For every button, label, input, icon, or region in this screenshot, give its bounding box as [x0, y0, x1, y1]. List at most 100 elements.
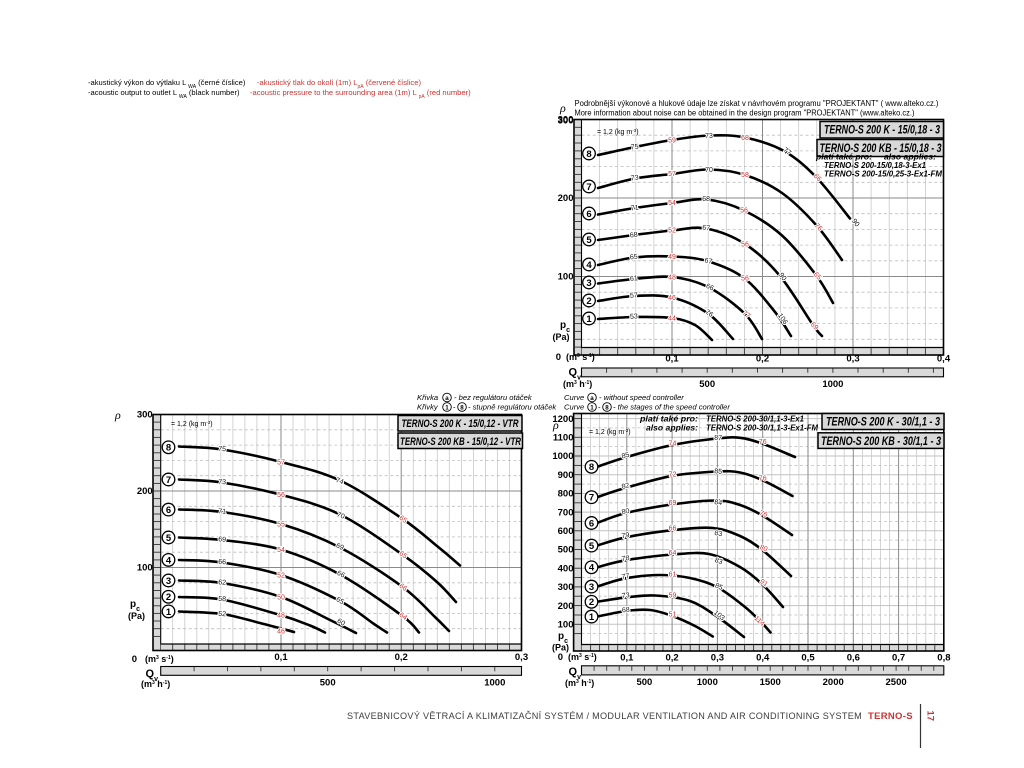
- svg-text:73: 73: [622, 592, 631, 600]
- svg-text:0,3: 0,3: [515, 652, 528, 663]
- svg-text:2500: 2500: [886, 677, 907, 688]
- svg-text:77: 77: [621, 573, 630, 581]
- svg-text:TERNO-S 200-15/0,18-3-Ex1: TERNO-S 200-15/0,18-3-Ex1: [824, 160, 926, 170]
- svg-text:a: a: [445, 395, 449, 402]
- svg-text:56: 56: [741, 276, 749, 283]
- svg-text:800: 800: [558, 489, 574, 500]
- svg-text:Curve: Curve: [564, 393, 584, 402]
- svg-text:76: 76: [759, 476, 767, 483]
- svg-text:pc: pc: [130, 599, 140, 613]
- svg-text:57: 57: [277, 460, 285, 467]
- svg-text:48: 48: [668, 275, 676, 282]
- svg-text:Křivky: Křivky: [417, 403, 439, 412]
- svg-text:TERNO-S 200 K - 15/0,18 - 3: TERNO-S 200 K - 15/0,18 - 3: [824, 125, 940, 137]
- svg-text:53: 53: [630, 313, 638, 320]
- svg-text:- without speed controller: - without speed controller: [599, 393, 684, 402]
- svg-text:51: 51: [669, 612, 677, 619]
- svg-text:also applies:: also applies:: [646, 423, 698, 433]
- svg-text:2000: 2000: [823, 677, 844, 688]
- svg-text:0,1: 0,1: [665, 353, 679, 364]
- svg-text:= 1,2 (kg m-3): = 1,2 (kg m-3): [589, 428, 631, 437]
- svg-text:71: 71: [630, 204, 639, 212]
- svg-text:54: 54: [277, 547, 285, 554]
- svg-text:(Pa): (Pa): [128, 611, 145, 621]
- svg-text:500: 500: [636, 677, 652, 688]
- svg-text:76: 76: [758, 510, 768, 519]
- svg-text:600: 600: [558, 526, 574, 537]
- svg-text:Curve: Curve: [564, 403, 584, 412]
- svg-text:54: 54: [668, 200, 676, 207]
- svg-text:8: 8: [586, 149, 591, 160]
- svg-text:TERNO-S 200 KB - 15/0,12 - VTR: TERNO-S 200 KB - 15/0,12 - VTR: [400, 436, 521, 448]
- svg-text:4: 4: [166, 555, 172, 566]
- svg-text:700: 700: [558, 507, 574, 518]
- svg-text:0: 0: [558, 652, 563, 663]
- svg-text:platí také pro:: platí také pro:: [639, 414, 698, 424]
- svg-text:1200: 1200: [552, 414, 573, 425]
- svg-text:0,4: 0,4: [937, 353, 951, 364]
- svg-text:82: 82: [621, 482, 630, 491]
- svg-text:pc: pc: [558, 631, 568, 645]
- svg-text:a: a: [590, 395, 594, 402]
- svg-text:55: 55: [277, 522, 285, 529]
- svg-text:1: 1: [590, 404, 594, 411]
- svg-text:66: 66: [218, 559, 226, 567]
- svg-text:-: -: [598, 403, 601, 412]
- svg-text:5: 5: [586, 235, 592, 246]
- svg-text:0: 0: [132, 654, 137, 665]
- svg-text:83: 83: [714, 557, 724, 566]
- svg-text:TERNO-S 200-30/1,1-3-Ex1-FM: TERNO-S 200-30/1,1-3-Ex1-FM: [706, 423, 819, 433]
- svg-text:(m3 h-1): (m3 h-1): [141, 679, 170, 689]
- svg-text:= 1,2 (kg m-3): = 1,2 (kg m-3): [171, 420, 213, 429]
- svg-text:8: 8: [166, 443, 171, 454]
- svg-text:48: 48: [277, 613, 285, 620]
- svg-text:- stupně regulátoru otáček: - stupně regulátoru otáček: [468, 403, 557, 412]
- svg-text:TERNO-S 200 K - 30/1,1 - 3: TERNO-S 200 K - 30/1,1 - 3: [826, 417, 940, 429]
- svg-text:4: 4: [586, 260, 592, 271]
- svg-text:= 1,2 (kg m-3): = 1,2 (kg m-3): [597, 128, 639, 137]
- svg-text:85: 85: [714, 582, 724, 592]
- svg-text:also applies:: also applies:: [884, 152, 936, 162]
- svg-text:300: 300: [558, 115, 574, 126]
- svg-text:67: 67: [704, 257, 713, 265]
- svg-text:8: 8: [605, 404, 609, 411]
- svg-text:(m3 s-1): (m3 s-1): [568, 652, 597, 662]
- svg-text:1000: 1000: [697, 677, 718, 688]
- svg-text:100: 100: [558, 620, 574, 631]
- svg-text:More information about noise c: More information about noise can be obta…: [575, 109, 915, 118]
- svg-text:57: 57: [668, 171, 676, 178]
- svg-text:0,4: 0,4: [756, 653, 770, 664]
- svg-text:57: 57: [630, 292, 638, 300]
- svg-text:0,2: 0,2: [665, 653, 678, 664]
- svg-text:73: 73: [705, 133, 713, 140]
- svg-text:(m3 h-1): (m3 h-1): [565, 678, 594, 688]
- svg-text:62: 62: [218, 579, 226, 587]
- svg-text:56: 56: [277, 492, 285, 499]
- svg-text:300: 300: [137, 410, 153, 421]
- svg-text:500: 500: [320, 677, 336, 688]
- svg-text:74: 74: [335, 477, 345, 486]
- svg-text:3: 3: [589, 582, 594, 593]
- svg-text:61: 61: [669, 571, 677, 578]
- svg-text:3: 3: [166, 576, 171, 587]
- svg-text:75: 75: [630, 143, 639, 151]
- svg-text:TERNO-S 200-15/0,25-3-Ex1-FM: TERNO-S 200-15/0,25-3-Ex1-FM: [824, 169, 943, 179]
- svg-text:1: 1: [586, 314, 592, 325]
- svg-text:1: 1: [589, 612, 595, 623]
- svg-text:49: 49: [668, 254, 676, 261]
- svg-text:1100: 1100: [553, 433, 574, 444]
- svg-text:67: 67: [702, 225, 710, 233]
- svg-text:69: 69: [218, 536, 226, 544]
- svg-text:52: 52: [668, 228, 676, 235]
- svg-text:(m3 s-1): (m3 s-1): [566, 352, 595, 362]
- svg-text:76: 76: [759, 439, 767, 446]
- svg-text:56: 56: [741, 242, 749, 249]
- svg-text:44: 44: [668, 316, 676, 323]
- svg-text:300: 300: [558, 582, 574, 593]
- svg-text:5: 5: [166, 533, 172, 544]
- svg-text:0,8: 0,8: [937, 653, 950, 664]
- svg-text:69: 69: [335, 542, 345, 552]
- svg-text:(m3 h-1): (m3 h-1): [563, 379, 592, 389]
- svg-text:-: -: [453, 403, 456, 412]
- svg-text:2: 2: [589, 597, 594, 608]
